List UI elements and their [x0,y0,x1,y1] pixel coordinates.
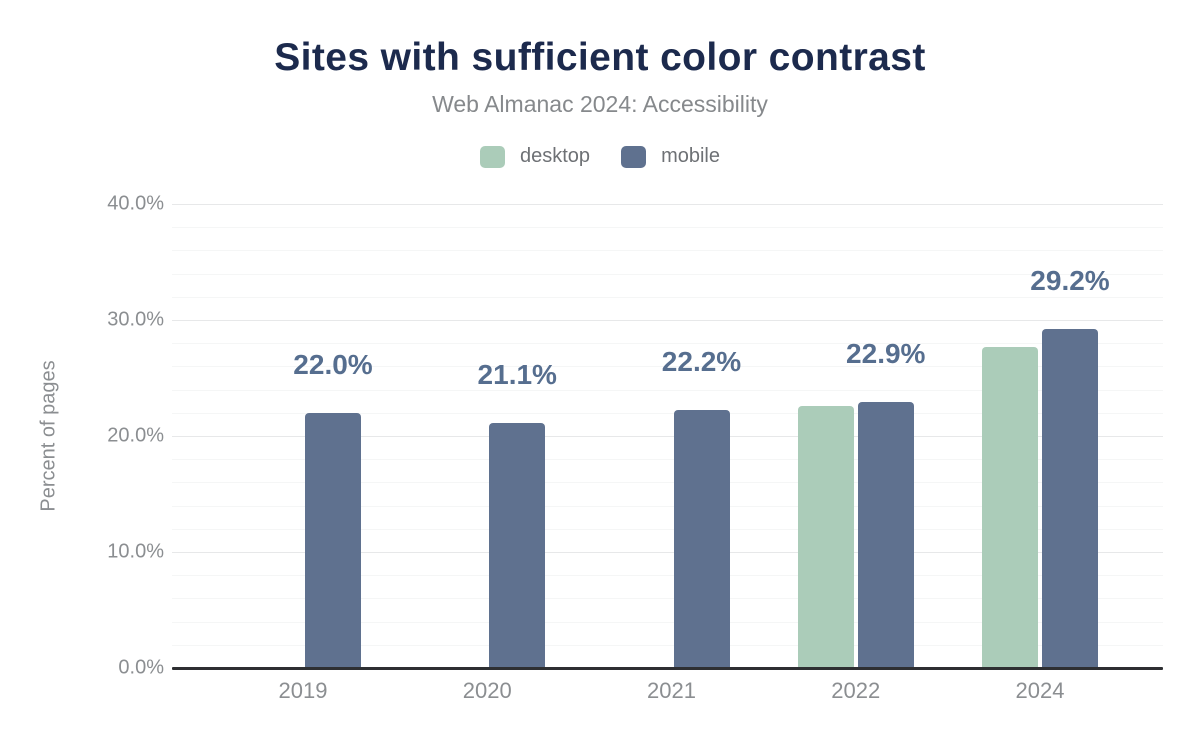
desktop-bar [797,405,854,668]
legend-item-mobile: mobile [621,145,720,168]
gridline-minor [172,227,1163,229]
chart-subtitle: Web Almanac 2024: Accessibility [432,91,768,117]
chart-title: Sites with sufficient color contrast [274,36,926,79]
desktop-bar [982,346,1038,668]
gridline-minor [172,644,1163,646]
x-tick-label: 2021 [647,678,696,703]
legend-label-mobile: mobile [661,145,720,167]
y-tick-label: 40.0% [107,192,164,215]
y-tick-label: 30.0% [107,308,164,331]
bar-value-label: 22.2% [661,346,742,378]
bar-value-label: 29.2% [1030,265,1110,297]
gridline-minor [172,273,1163,275]
gridline-major [172,552,1163,553]
gridline-major [172,436,1163,437]
x-tick-label: 2020 [462,678,512,703]
mobile-bar [857,402,914,668]
gridline-minor [172,412,1163,414]
x-tick-label: 2019 [278,678,328,703]
legend-item-desktop: desktop [480,145,590,168]
bar-value-label: 21.1% [477,359,557,391]
gridline-minor [172,296,1163,298]
gridline-major [172,320,1163,321]
gridline-minor [172,459,1163,461]
gridline-minor [172,343,1163,345]
gridline-minor [172,366,1163,368]
gridline-minor [172,528,1163,530]
mobile-bar [673,410,730,668]
y-tick-label: 10.0% [107,540,164,563]
bar-value-label: 22.9% [846,338,926,370]
mobile-bar [489,423,546,668]
legend-label-desktop: desktop [520,145,591,167]
mobile-swatch-icon [621,145,647,168]
gridline-minor [172,598,1163,600]
gridline-minor [172,505,1163,507]
x-axis-line [172,667,1163,670]
gridline-minor [172,621,1163,623]
gridline-minor [172,389,1163,391]
legend: desktop mobile [0,145,1200,168]
x-tick-label: 2022 [831,678,881,703]
gridline-minor [172,575,1163,577]
gridline-major [172,204,1163,205]
mobile-bar [1042,329,1098,668]
y-tick-label: 20.0% [107,424,164,447]
x-tick-label: 2024 [1015,678,1065,703]
mobile-bar [305,412,361,668]
y-tick-label: 0.0% [118,656,164,679]
gridline-minor [172,250,1163,252]
gridline-minor [172,482,1163,484]
bar-value-label: 22.0% [293,348,373,380]
desktop-swatch-icon [480,145,505,168]
